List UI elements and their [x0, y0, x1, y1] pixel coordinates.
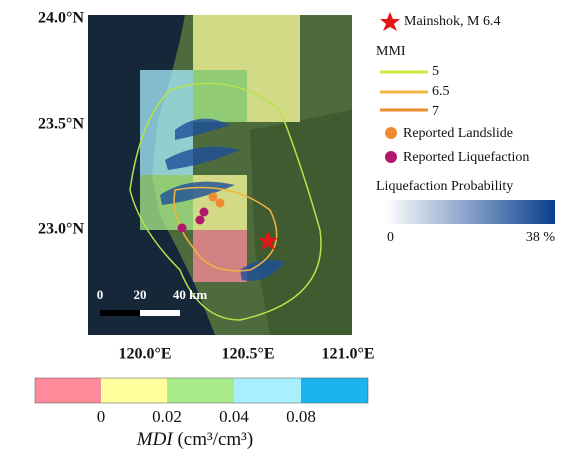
colorbar-tick: 0.08 [286, 407, 316, 426]
legend-label: Reported Liquefaction [403, 150, 529, 165]
landslide-point [209, 193, 218, 202]
legend-title: MMI [376, 44, 406, 59]
colorbar-tick: 0.04 [219, 407, 249, 426]
lat-label: 23.5°N [38, 116, 84, 133]
scale-bar [100, 310, 140, 316]
legend-label: 6.5 [432, 84, 450, 99]
colorbar-segment [167, 378, 234, 403]
scale-label: 20 [134, 287, 147, 302]
legend-dot [385, 151, 397, 163]
liquefaction-point [178, 224, 187, 233]
lat-label: 24.0°N [38, 10, 84, 27]
colorbar [35, 378, 368, 403]
legend-label: Reported Landslide [403, 126, 513, 141]
probability-bar [385, 200, 555, 224]
colorbar-segment [234, 378, 301, 403]
scale-label: 0 [97, 287, 104, 302]
colorbar-title: MDI (cm³/cm³) [136, 429, 253, 450]
mountains [250, 110, 352, 335]
colorbar-tick: 0 [97, 407, 106, 426]
colorbar-segment [101, 378, 167, 403]
liquefaction-point [200, 208, 209, 217]
lon-label: 120.0°E [118, 346, 171, 363]
map: 0 20 40 km [88, 15, 352, 335]
landslide-point [216, 199, 225, 208]
figure: 0 20 40 km 24.0°N 23.5°N 23.0°N 120.0°E … [0, 0, 575, 457]
scale-bar [140, 310, 180, 316]
liquefaction-point [196, 216, 205, 225]
lat-label: 23.0°N [38, 221, 84, 238]
legend-label: 38 % [526, 230, 556, 245]
colorbar-title-var: MDI [136, 429, 175, 450]
scale-label: 40 km [173, 287, 207, 302]
legend-label: Mainshok, M 6.4 [404, 14, 500, 29]
lon-label: 121.0°E [321, 346, 374, 363]
lon-label: 120.5°E [221, 346, 274, 363]
colorbar-segment [35, 378, 101, 403]
legend-title: Liquefaction Probability [376, 179, 513, 194]
colorbar-tick: 0.02 [152, 407, 182, 426]
colorbar-segment [301, 378, 368, 403]
legend-label: 0 [387, 230, 394, 245]
legend-label: 5 [432, 64, 439, 79]
legend-label: 7 [432, 104, 439, 119]
legend-dot [385, 127, 397, 139]
legend-star [380, 12, 400, 31]
colorbar-title-unit: (cm³/cm³) [173, 429, 254, 450]
